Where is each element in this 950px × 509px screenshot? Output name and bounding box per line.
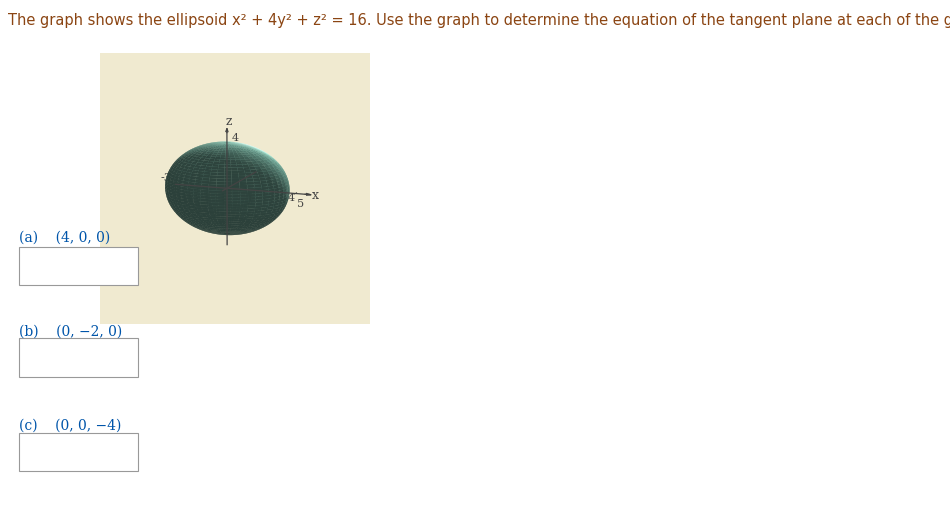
- Text: (c)    (0, 0, −4): (c) (0, 0, −4): [19, 418, 122, 433]
- Text: (b)    (0, −2, 0): (b) (0, −2, 0): [19, 324, 123, 338]
- Text: The graph shows the ellipsoid x² + 4y² + z² = 16. Use the graph to determine the: The graph shows the ellipsoid x² + 4y² +…: [8, 13, 950, 27]
- Text: (a)    (4, 0, 0): (a) (4, 0, 0): [19, 230, 110, 244]
